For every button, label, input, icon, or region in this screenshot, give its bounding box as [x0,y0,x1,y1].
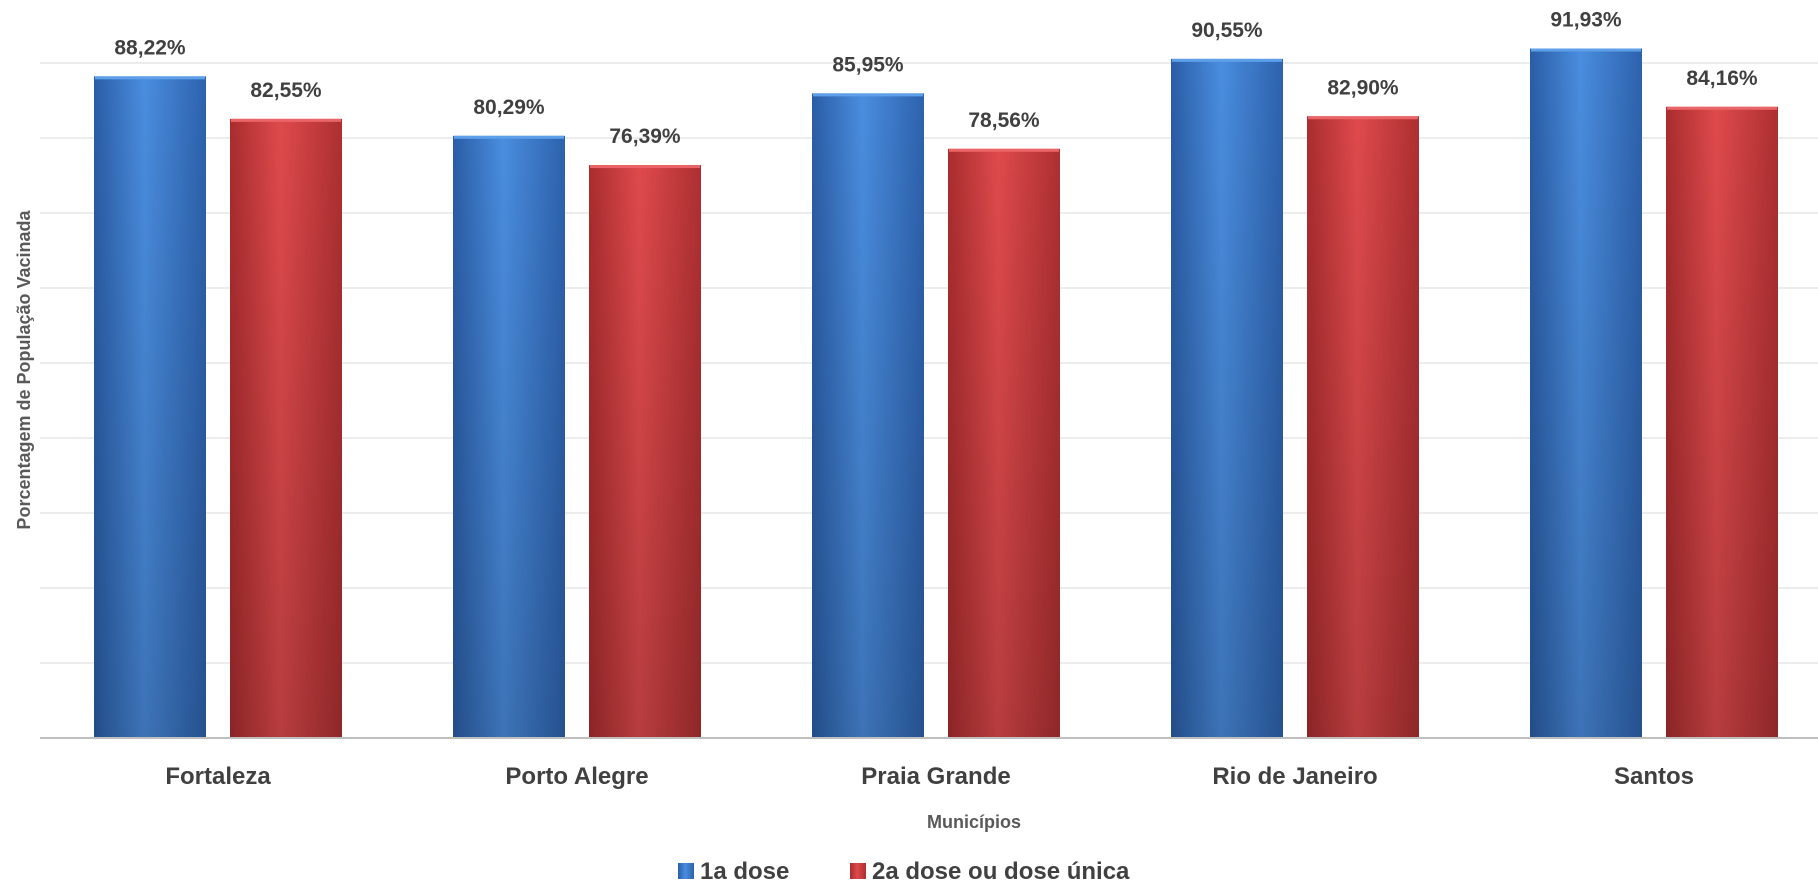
bar-dose2-3 [1307,116,1419,738]
x-tick-label: Praia Grande [861,763,1010,790]
data-label: 84,16% [1686,67,1758,90]
bar-dose1-3 [1171,58,1283,738]
legend: 1a dose 2a dose ou dose única [678,858,1130,885]
bar-dose1-2 [812,93,924,738]
bar-dose1-0 [94,76,206,739]
data-label: 85,95% [832,53,904,76]
legend-label: 1a dose [700,858,789,885]
data-label: 88,22% [114,36,186,59]
data-label: 82,55% [250,79,322,102]
bar-dose1-4 [1530,48,1642,738]
x-axis-ticks: Fortaleza Porto Alegre Praia Grande Rio de … [165,763,1694,790]
bars [94,48,1778,739]
bar-dose2-1 [589,165,701,738]
bar-dose2-4 [1666,106,1778,739]
data-label: 90,55% [1191,19,1263,42]
legend-item: 1a dose [678,858,789,885]
legend-swatch [850,863,866,879]
bar-dose2-0 [230,118,342,738]
data-label: 78,56% [968,109,1040,132]
y-axis-title: Porcentagem de População Vacinada [14,209,34,529]
x-tick-label: Rio de Janeiro [1212,763,1377,790]
x-tick-label: Santos [1614,763,1694,790]
data-label: 76,39% [609,125,681,148]
x-axis-title: Municípios [927,812,1021,832]
x-tick-label: Porto Alegre [505,763,648,790]
data-label: 91,93% [1550,9,1622,32]
data-label: 82,90% [1327,76,1399,99]
legend-item: 2a dose ou dose única [850,858,1130,885]
data-label: 80,29% [473,96,545,119]
bar-dose1-1 [453,135,565,738]
data-labels: 88,22% 82,55% 80,29% 76,39% 85,95% 78,56% 90,5… [114,9,1758,149]
x-tick-label: Fortaleza [165,763,271,790]
legend-swatch [678,863,694,879]
bar-dose2-2 [948,148,1060,739]
legend-label: 2a dose ou dose única [872,858,1130,885]
